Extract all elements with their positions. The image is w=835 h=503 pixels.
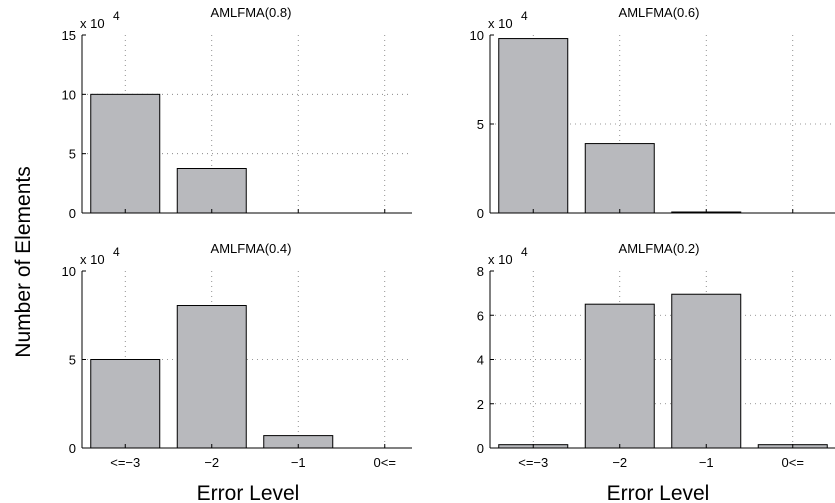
y-tick-label: 5 — [69, 353, 76, 368]
y-multiplier: x 10 — [488, 252, 513, 267]
y-tick-label: 10 — [62, 264, 76, 279]
y-multiplier-exponent: 4 — [113, 245, 120, 259]
y-tick-label: 0 — [477, 206, 484, 221]
chart-panel-1: 0 5 10 15 x 10 4 AMLFMA(0.8) — [62, 5, 412, 221]
bar-2 — [176, 305, 247, 449]
y-tick-label: 5 — [477, 117, 484, 132]
x-tick-label: 0<= — [782, 455, 804, 470]
bar-1 — [90, 359, 161, 449]
y-tick-label: 6 — [477, 308, 484, 323]
figure-xlabel-right: Error Level — [607, 482, 710, 503]
y-multiplier: x 10 — [488, 16, 513, 31]
chart-title: AMLFMA(0.2) — [619, 241, 700, 256]
chart-panel-3: 0 5 10 <=−3 −2 −1 0<= x 10 4 AMLFMA(0.4) — [62, 241, 412, 470]
chart-panel-2: 0 5 10 x 10 4 AMLFMA(0.6) — [470, 5, 835, 221]
figure-ylabel: Number of Elements — [12, 166, 35, 357]
chart-panel-4: 0 2 4 6 8 <=−3 −2 −1 0<= x 10 4 AMLFMA(0.2) — [477, 241, 835, 470]
y-tick-label: 10 — [470, 28, 484, 43]
chart-title: AMLFMA(0.4) — [211, 241, 292, 256]
x-tick-label: <=−3 — [518, 455, 548, 470]
bar-1 — [498, 38, 569, 214]
y-multiplier-exponent: 4 — [521, 245, 528, 259]
y-multiplier: x 10 — [80, 252, 105, 267]
y-tick-label: 0 — [69, 441, 76, 456]
x-tick-label: 0<= — [374, 455, 396, 470]
y-tick-label: 15 — [62, 28, 76, 43]
bar-3 — [671, 293, 742, 449]
chart-title: AMLFMA(0.8) — [211, 5, 292, 20]
y-multiplier: x 10 — [80, 16, 105, 31]
bar-2 — [584, 303, 655, 449]
y-tick-label: 8 — [477, 264, 484, 279]
x-tick-label: −1 — [291, 455, 306, 470]
y-tick-label: 0 — [69, 206, 76, 221]
bar-2 — [176, 168, 247, 214]
y-tick-label: 0 — [477, 441, 484, 456]
bar-2 — [584, 143, 655, 214]
x-tick-label: −1 — [699, 455, 714, 470]
y-multiplier-exponent: 4 — [113, 9, 120, 23]
figure-xlabel-left: Error Level — [197, 482, 300, 503]
x-tick-label: −2 — [612, 455, 627, 470]
y-tick-label: 4 — [477, 353, 484, 368]
y-tick-label: 2 — [477, 397, 484, 412]
y-tick-label: 10 — [62, 87, 76, 102]
x-tick-label: −2 — [204, 455, 219, 470]
y-multiplier-exponent: 4 — [521, 9, 528, 23]
chart-title: AMLFMA(0.6) — [619, 5, 700, 20]
y-tick-label: 5 — [69, 147, 76, 162]
x-tick-label: <=−3 — [110, 455, 140, 470]
bar-1 — [90, 93, 161, 214]
